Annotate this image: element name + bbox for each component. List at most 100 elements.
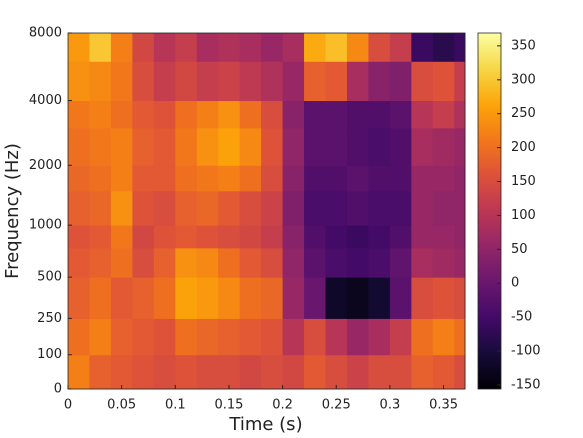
heatmap-cell [368, 247, 391, 278]
heatmap-cell [175, 225, 198, 249]
heatmap-cell [325, 318, 348, 356]
heatmap-cell [68, 277, 90, 319]
heatmap-cell [218, 190, 241, 226]
heatmap-cell [325, 33, 348, 62]
heatmap-cell [304, 61, 327, 102]
heatmap-cell [325, 277, 348, 319]
heatmap-cell [218, 127, 241, 166]
x-tick-label: 0.05 [107, 398, 136, 413]
heatmap-cell [110, 354, 133, 390]
heatmap-cell [454, 277, 466, 319]
heatmap-cell [389, 100, 412, 129]
heatmap-cell [304, 33, 327, 62]
heatmap-cell [432, 318, 455, 356]
x-tick-label: 0.35 [429, 398, 458, 413]
colorbar-tick-label: -100 [511, 344, 541, 359]
heatmap-cell [346, 100, 369, 129]
heatmap-cell [454, 318, 466, 356]
heatmap-cell [282, 190, 305, 226]
heatmap-cell [304, 225, 327, 249]
heatmap-cell [196, 225, 219, 249]
heatmap-cell [325, 165, 348, 192]
heatmap-cell [89, 33, 112, 62]
heatmap-cell [261, 225, 284, 249]
heatmap-cell [368, 100, 391, 129]
heatmap-cell [110, 190, 133, 226]
heatmap-cell [282, 100, 305, 129]
heatmap-cell [239, 354, 262, 390]
colorbar [477, 32, 502, 390]
heatmap-cell [196, 127, 219, 166]
heatmap-cell [261, 165, 284, 192]
heatmap-cell [110, 61, 133, 102]
heatmap-cell [239, 165, 262, 192]
heatmap-cell [153, 318, 176, 356]
heatmap-cell [432, 127, 455, 166]
y-axis-label: Frequency (Hz) [2, 143, 23, 279]
heatmap-cell [282, 225, 305, 249]
y-tick-label: 500 [37, 270, 62, 285]
heatmap-cell [68, 33, 90, 62]
heatmap-cell [89, 247, 112, 278]
colorbar-tick-label: 200 [511, 140, 536, 155]
x-tick-label: 0.3 [380, 398, 401, 413]
heatmap-cell [282, 61, 305, 102]
heatmap-cell [239, 190, 262, 226]
heatmap-cell [89, 165, 112, 192]
heatmap-cell [110, 247, 133, 278]
heatmap-cell [454, 127, 466, 166]
y-tick-label: 250 [37, 311, 62, 326]
heatmap-cell [239, 318, 262, 356]
heatmap-cell [68, 190, 90, 226]
heatmap-cell [218, 61, 241, 102]
heatmap-cell [432, 277, 455, 319]
heatmap-cell [389, 190, 412, 226]
heatmap-cell [153, 277, 176, 319]
heatmap-cell [368, 61, 391, 102]
heatmap-cell [110, 318, 133, 356]
colorbar-tick-label: 50 [511, 242, 528, 257]
heatmap-cell [432, 225, 455, 249]
heatmap-cell [110, 165, 133, 192]
colorbar-tick-label: -150 [511, 377, 541, 392]
heatmap-cell [132, 277, 155, 319]
heatmap-cell [432, 100, 455, 129]
heatmap-cell [261, 190, 284, 226]
heatmap-cell [196, 247, 219, 278]
heatmap-cell [153, 127, 176, 166]
heatmap-cell [454, 61, 466, 102]
colorbar-tick-label: 350 [511, 38, 536, 53]
heatmap-cell [89, 100, 112, 129]
heatmap-cell [261, 277, 284, 319]
heatmap-cell [218, 33, 241, 62]
heatmap-cell [389, 277, 412, 319]
heatmap-cell [218, 225, 241, 249]
heatmap-cell [196, 165, 219, 192]
heatmap-cell [175, 318, 198, 356]
heatmap-cell [89, 354, 112, 390]
heatmap-cell [282, 318, 305, 356]
heatmap-cell [239, 127, 262, 166]
heatmap-cell [282, 354, 305, 390]
heatmap-cell [218, 354, 241, 390]
heatmap-cell [368, 318, 391, 356]
heatmap-cell [68, 61, 90, 102]
heatmap-cell [89, 127, 112, 166]
heatmap-cell [132, 247, 155, 278]
heatmap-cell [261, 127, 284, 166]
heatmap-cell [261, 247, 284, 278]
y-tick-label: 4000 [29, 93, 62, 108]
heatmap-cell [454, 354, 466, 390]
heatmap-cell [218, 277, 241, 319]
heatmap-cell [132, 33, 155, 62]
heatmap-cell [389, 61, 412, 102]
heatmap-cell [196, 100, 219, 129]
heatmap-cell [411, 318, 434, 356]
heatmap-cell [325, 247, 348, 278]
heatmap-cell [132, 127, 155, 166]
heatmap-cell [68, 165, 90, 192]
x-tick-label: 0.1 [165, 398, 186, 413]
heatmap-cell [304, 247, 327, 278]
heatmap-cell [239, 33, 262, 62]
